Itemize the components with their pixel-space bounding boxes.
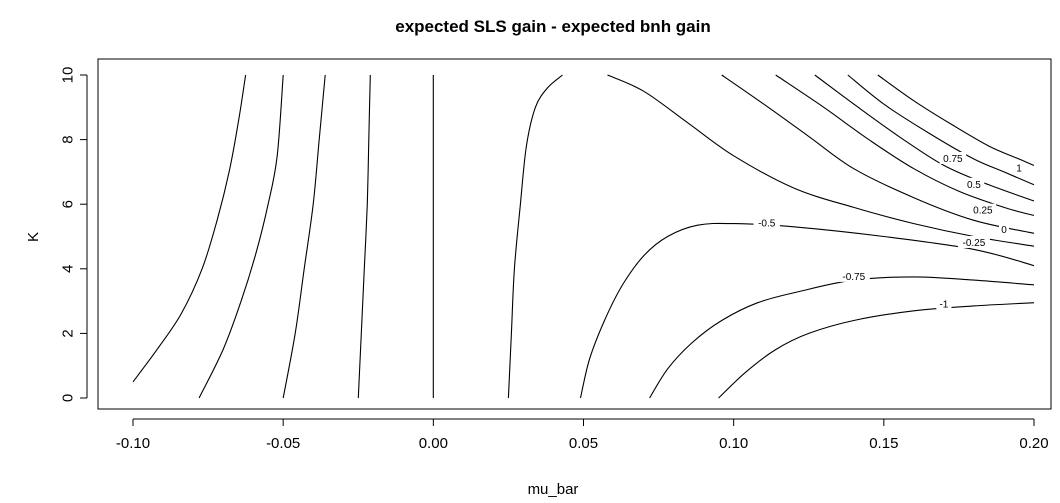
x-tick-label: 0.00	[419, 435, 448, 452]
contour-line-2	[199, 75, 283, 398]
x-tick-label: -0.05	[266, 435, 300, 452]
contour-label: 0.5	[967, 180, 981, 191]
contour-line-9	[719, 303, 1034, 398]
chart-title: expected SLS gain - expected bnh gain	[395, 17, 711, 36]
plot-frame	[98, 59, 1051, 409]
contour-label: -0.25	[963, 238, 986, 249]
x-tick-label: 0.20	[1019, 435, 1048, 452]
contour-label: 0.25	[973, 206, 993, 217]
contour-label: -0.75	[842, 272, 865, 283]
contour-line-15	[878, 75, 1034, 165]
y-tick-label: 2	[60, 329, 77, 337]
contour-line-6	[508, 75, 562, 398]
x-axis: -0.10 -0.05 0.00 0.05 0.10 0.15 0.20	[116, 419, 1049, 452]
contour-label: -1	[939, 299, 948, 310]
y-tick-label: 8	[60, 135, 77, 143]
x-axis-label: mu_bar	[528, 481, 579, 498]
x-tick-label: 0.05	[569, 435, 598, 452]
y-axis-label: K	[25, 232, 42, 242]
contour-lines	[133, 75, 1034, 398]
y-tick-label: 4	[60, 265, 77, 273]
contour-line-8	[650, 277, 1034, 398]
contour-line-3	[283, 75, 325, 398]
contour-label: 0	[1001, 225, 1007, 236]
contour-label: 1	[1016, 164, 1022, 175]
contour-label: -0.5	[758, 219, 776, 230]
contour-line-12	[776, 75, 1034, 216]
x-tick-label: 0.10	[719, 435, 748, 452]
contour-labels: 1 0.75 0.5 0.25 0 -0.25 -0.5 -0.75 -1	[754, 152, 1025, 310]
contour-label: 0.75	[943, 154, 963, 165]
contour-line-7	[581, 223, 1035, 398]
y-tick-label: 0	[60, 394, 77, 402]
y-axis: 0 2 4 6 8 10	[60, 67, 88, 403]
contour-line-10	[608, 75, 1035, 246]
contour-line-14	[848, 75, 1034, 185]
y-tick-label: 6	[60, 200, 77, 208]
x-tick-label: 0.15	[869, 435, 898, 452]
contour-line-4	[358, 75, 370, 398]
contour-line-13	[815, 75, 1034, 201]
x-tick-label: -0.10	[116, 435, 150, 452]
y-tick-label: 10	[60, 67, 77, 84]
